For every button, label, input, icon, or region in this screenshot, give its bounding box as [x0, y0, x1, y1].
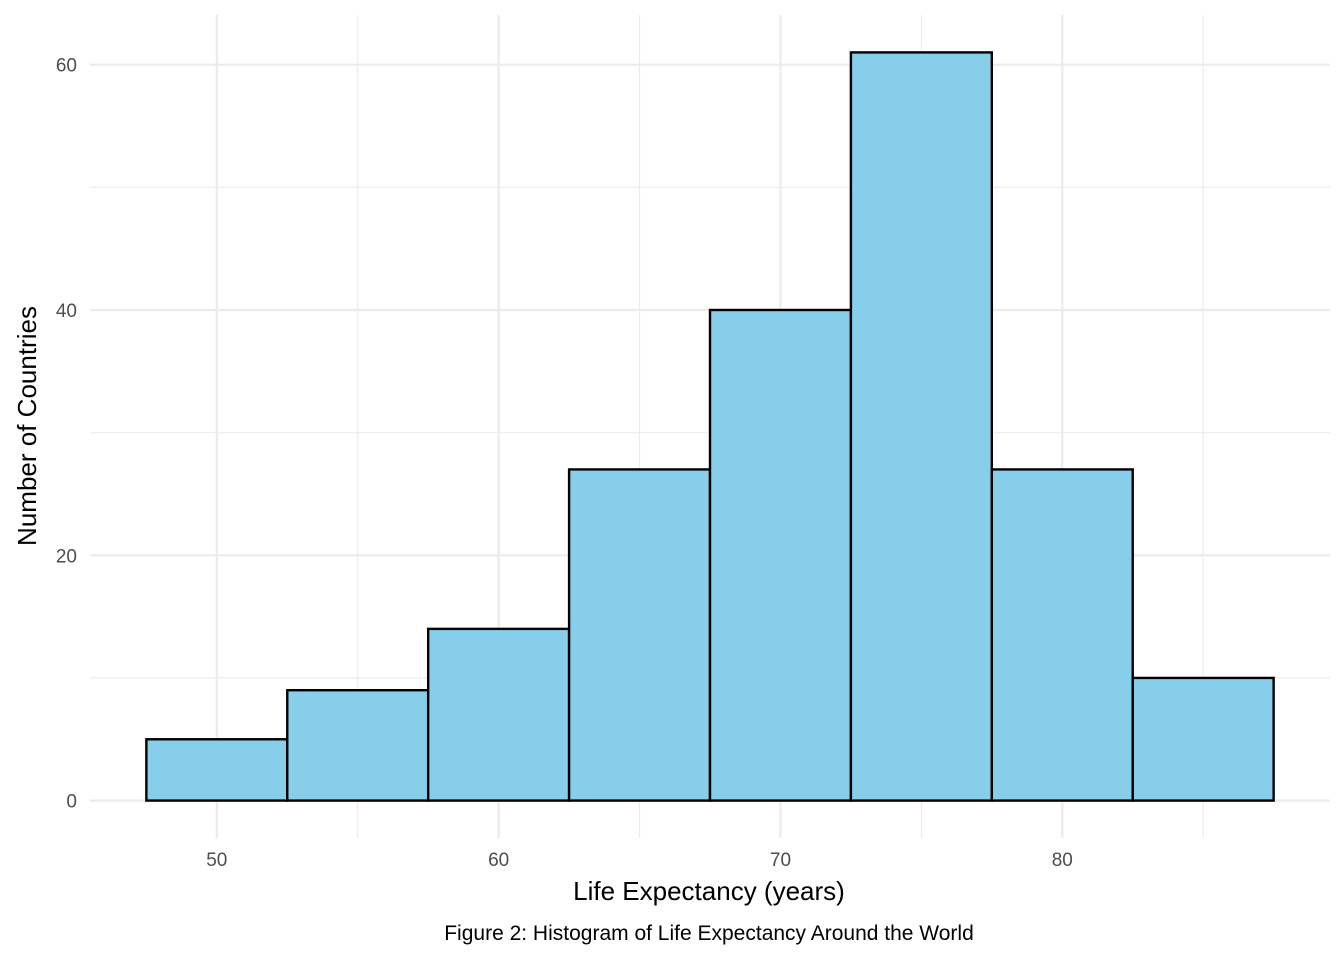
x-tick-label: 80: [1052, 850, 1073, 871]
histogram-bars: [145, 51, 1275, 802]
x-tick-labels: 50 60 70 80: [206, 850, 1073, 871]
histogram-bar: [426, 627, 571, 802]
histogram-bar: [708, 308, 853, 802]
histogram-bar: [567, 468, 712, 802]
figure-caption: Figure 2: Histogram of Life Expectancy A…: [444, 922, 974, 945]
histogram-bar: [849, 51, 994, 802]
y-tick-label: 0: [66, 792, 77, 813]
y-axis-title: Number of Countries: [12, 306, 42, 546]
x-tick-label: 50: [206, 850, 227, 871]
y-tick-label: 40: [56, 301, 77, 322]
histogram-bar: [1131, 676, 1275, 802]
histogram-bar: [286, 689, 430, 802]
x-axis-title: Life Expectancy (years): [573, 876, 845, 906]
y-tick-label: 60: [56, 56, 77, 77]
y-tick-labels: 0 20 40 60: [56, 56, 77, 813]
histogram-bar: [145, 738, 289, 802]
x-tick-label: 70: [770, 850, 791, 871]
y-tick-label: 20: [56, 546, 77, 567]
x-tick-label: 60: [488, 850, 509, 871]
histogram-bar: [990, 468, 1134, 802]
